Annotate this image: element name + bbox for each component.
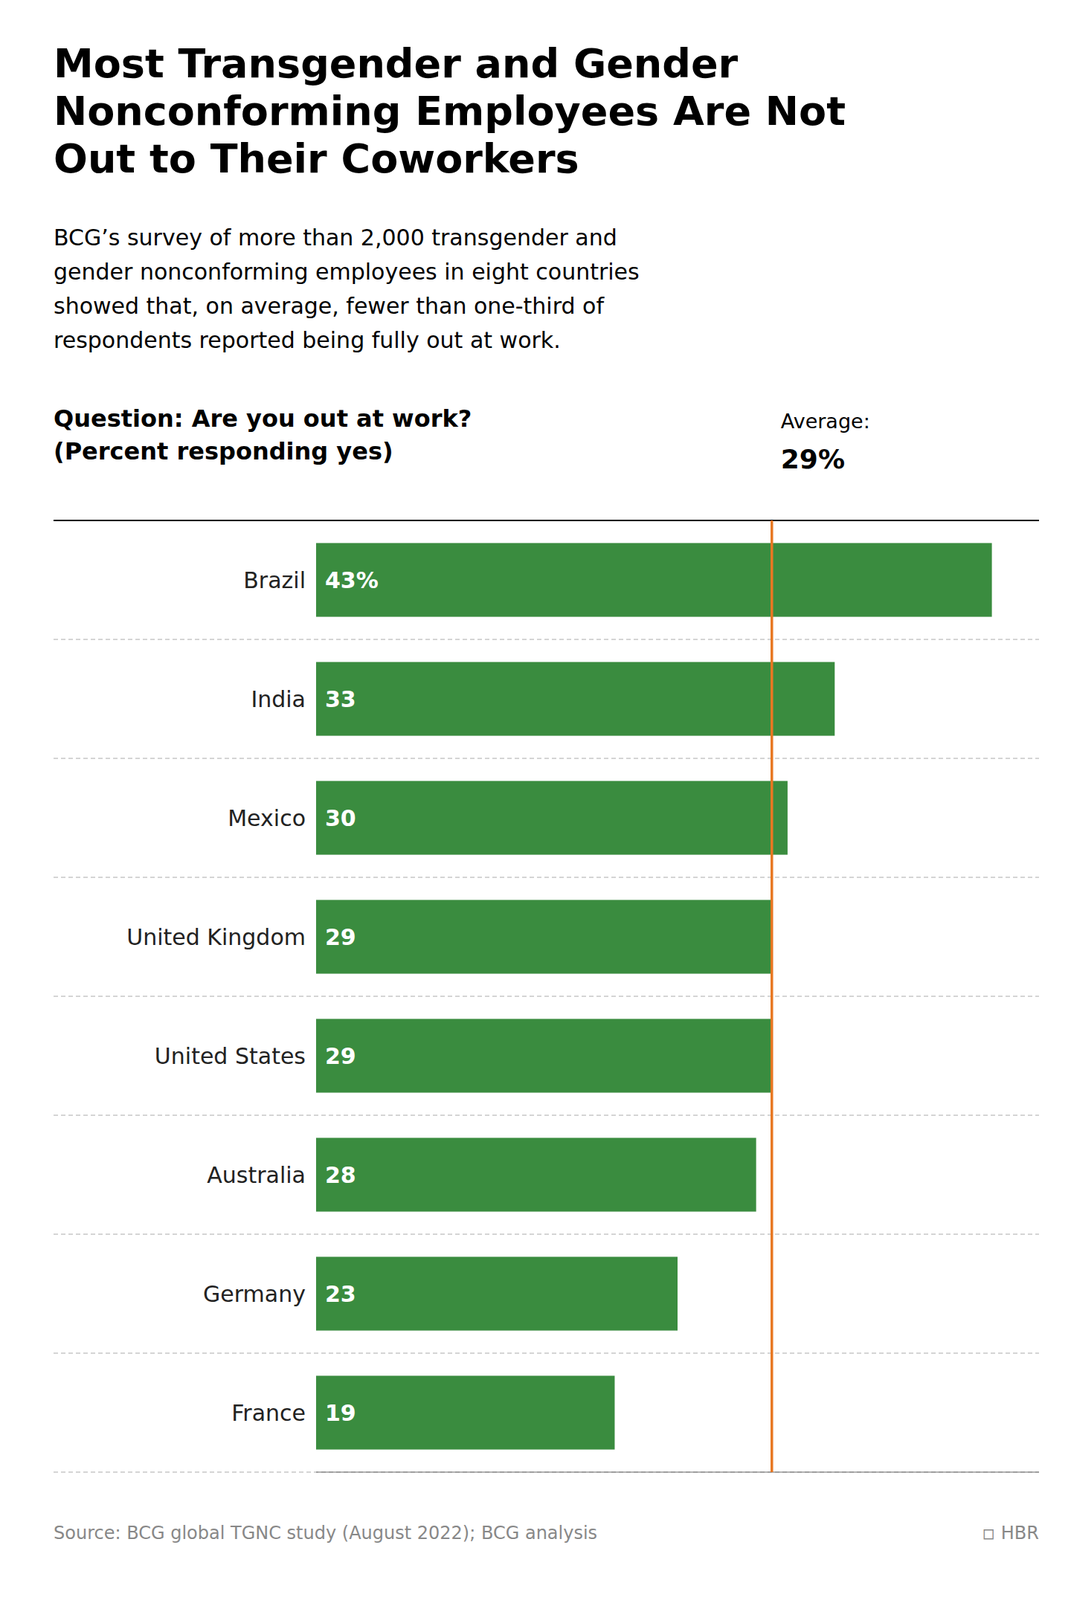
average-label: Average: [780,409,871,433]
row-separators [53,520,1040,1473]
data-label: 29 [325,1043,357,1070]
category-label: India [250,686,306,713]
title-line: Out to Their Coworkers [53,135,580,183]
chart-container: Most Transgender and GenderNonconforming… [0,0,1071,1600]
data-label: 30 [325,805,357,832]
row-separator [53,1115,1040,1117]
question-label: Question: Are you out at work? (Percent r… [53,404,472,466]
average-value-label: 29% [780,444,845,475]
page: {"chart_data": {"type": "bar", "orientat… [0,0,1071,1600]
bar [316,542,993,617]
row-separator [53,520,1040,522]
question-label-line: Question: Are you out at work? [53,404,472,433]
average-line [770,520,774,1473]
title: Most Transgender and GenderNonconforming… [53,40,846,183]
subtitle: BCG’s survey of more than 2,000 transgen… [53,224,640,354]
subtitle-line: showed that, on average, fewer than one-… [53,293,605,320]
subtitle-line: gender nonconforming employees in eight … [53,258,640,285]
bar [316,1375,615,1450]
data-label: 23 [325,1281,357,1308]
data-label: 33 [325,686,357,713]
bar [316,1256,678,1331]
row-separator [53,1472,1040,1474]
row-separator [53,1234,1040,1236]
subtitle-line: respondents reported being fully out at … [53,327,561,354]
bar [316,1018,773,1093]
bar [316,899,773,974]
title-line: Most Transgender and Gender [53,40,739,88]
category-label: Germany [203,1281,306,1308]
row-separator [53,758,1040,760]
x-axis-line [316,1472,1040,1474]
row-separator [53,639,1040,641]
category-label: Mexico [227,805,306,832]
source: Source: BCG global TGNC study (August 20… [53,1523,598,1545]
chart-svg: Most Transgender and GenderNonconforming… [0,0,1071,1600]
category-label: Australia [206,1162,306,1189]
data-label: 19 [325,1400,357,1427]
bar [316,661,835,736]
data-label: 29 [325,924,357,951]
row-separator [53,1353,1040,1355]
category-labels: Brazil India Mexico United Kingdom United St… [126,567,306,1427]
bars [316,542,993,1450]
category-label: United Kingdom [126,924,306,951]
subtitle-line: BCG’s survey of more than 2,000 transgen… [53,224,618,251]
logo-text: ◽ HBR [982,1523,1040,1545]
background [0,0,1071,1600]
category-label: United States [154,1043,306,1070]
bar [316,780,788,855]
category-label: Brazil [243,567,306,594]
bar [316,1137,757,1212]
data-labels: 43% 33 30 29 29 28 23 19 [325,567,379,1427]
title-line: Nonconforming Employees Are Not [53,87,846,135]
row-separator [53,996,1040,998]
data-label: 43% [325,567,379,594]
row-separator [53,877,1040,879]
question-label-line: (Percent responding yes) [53,437,394,466]
category-label: France [231,1400,306,1427]
top-rule [53,519,1040,522]
data-label: 28 [325,1162,357,1189]
